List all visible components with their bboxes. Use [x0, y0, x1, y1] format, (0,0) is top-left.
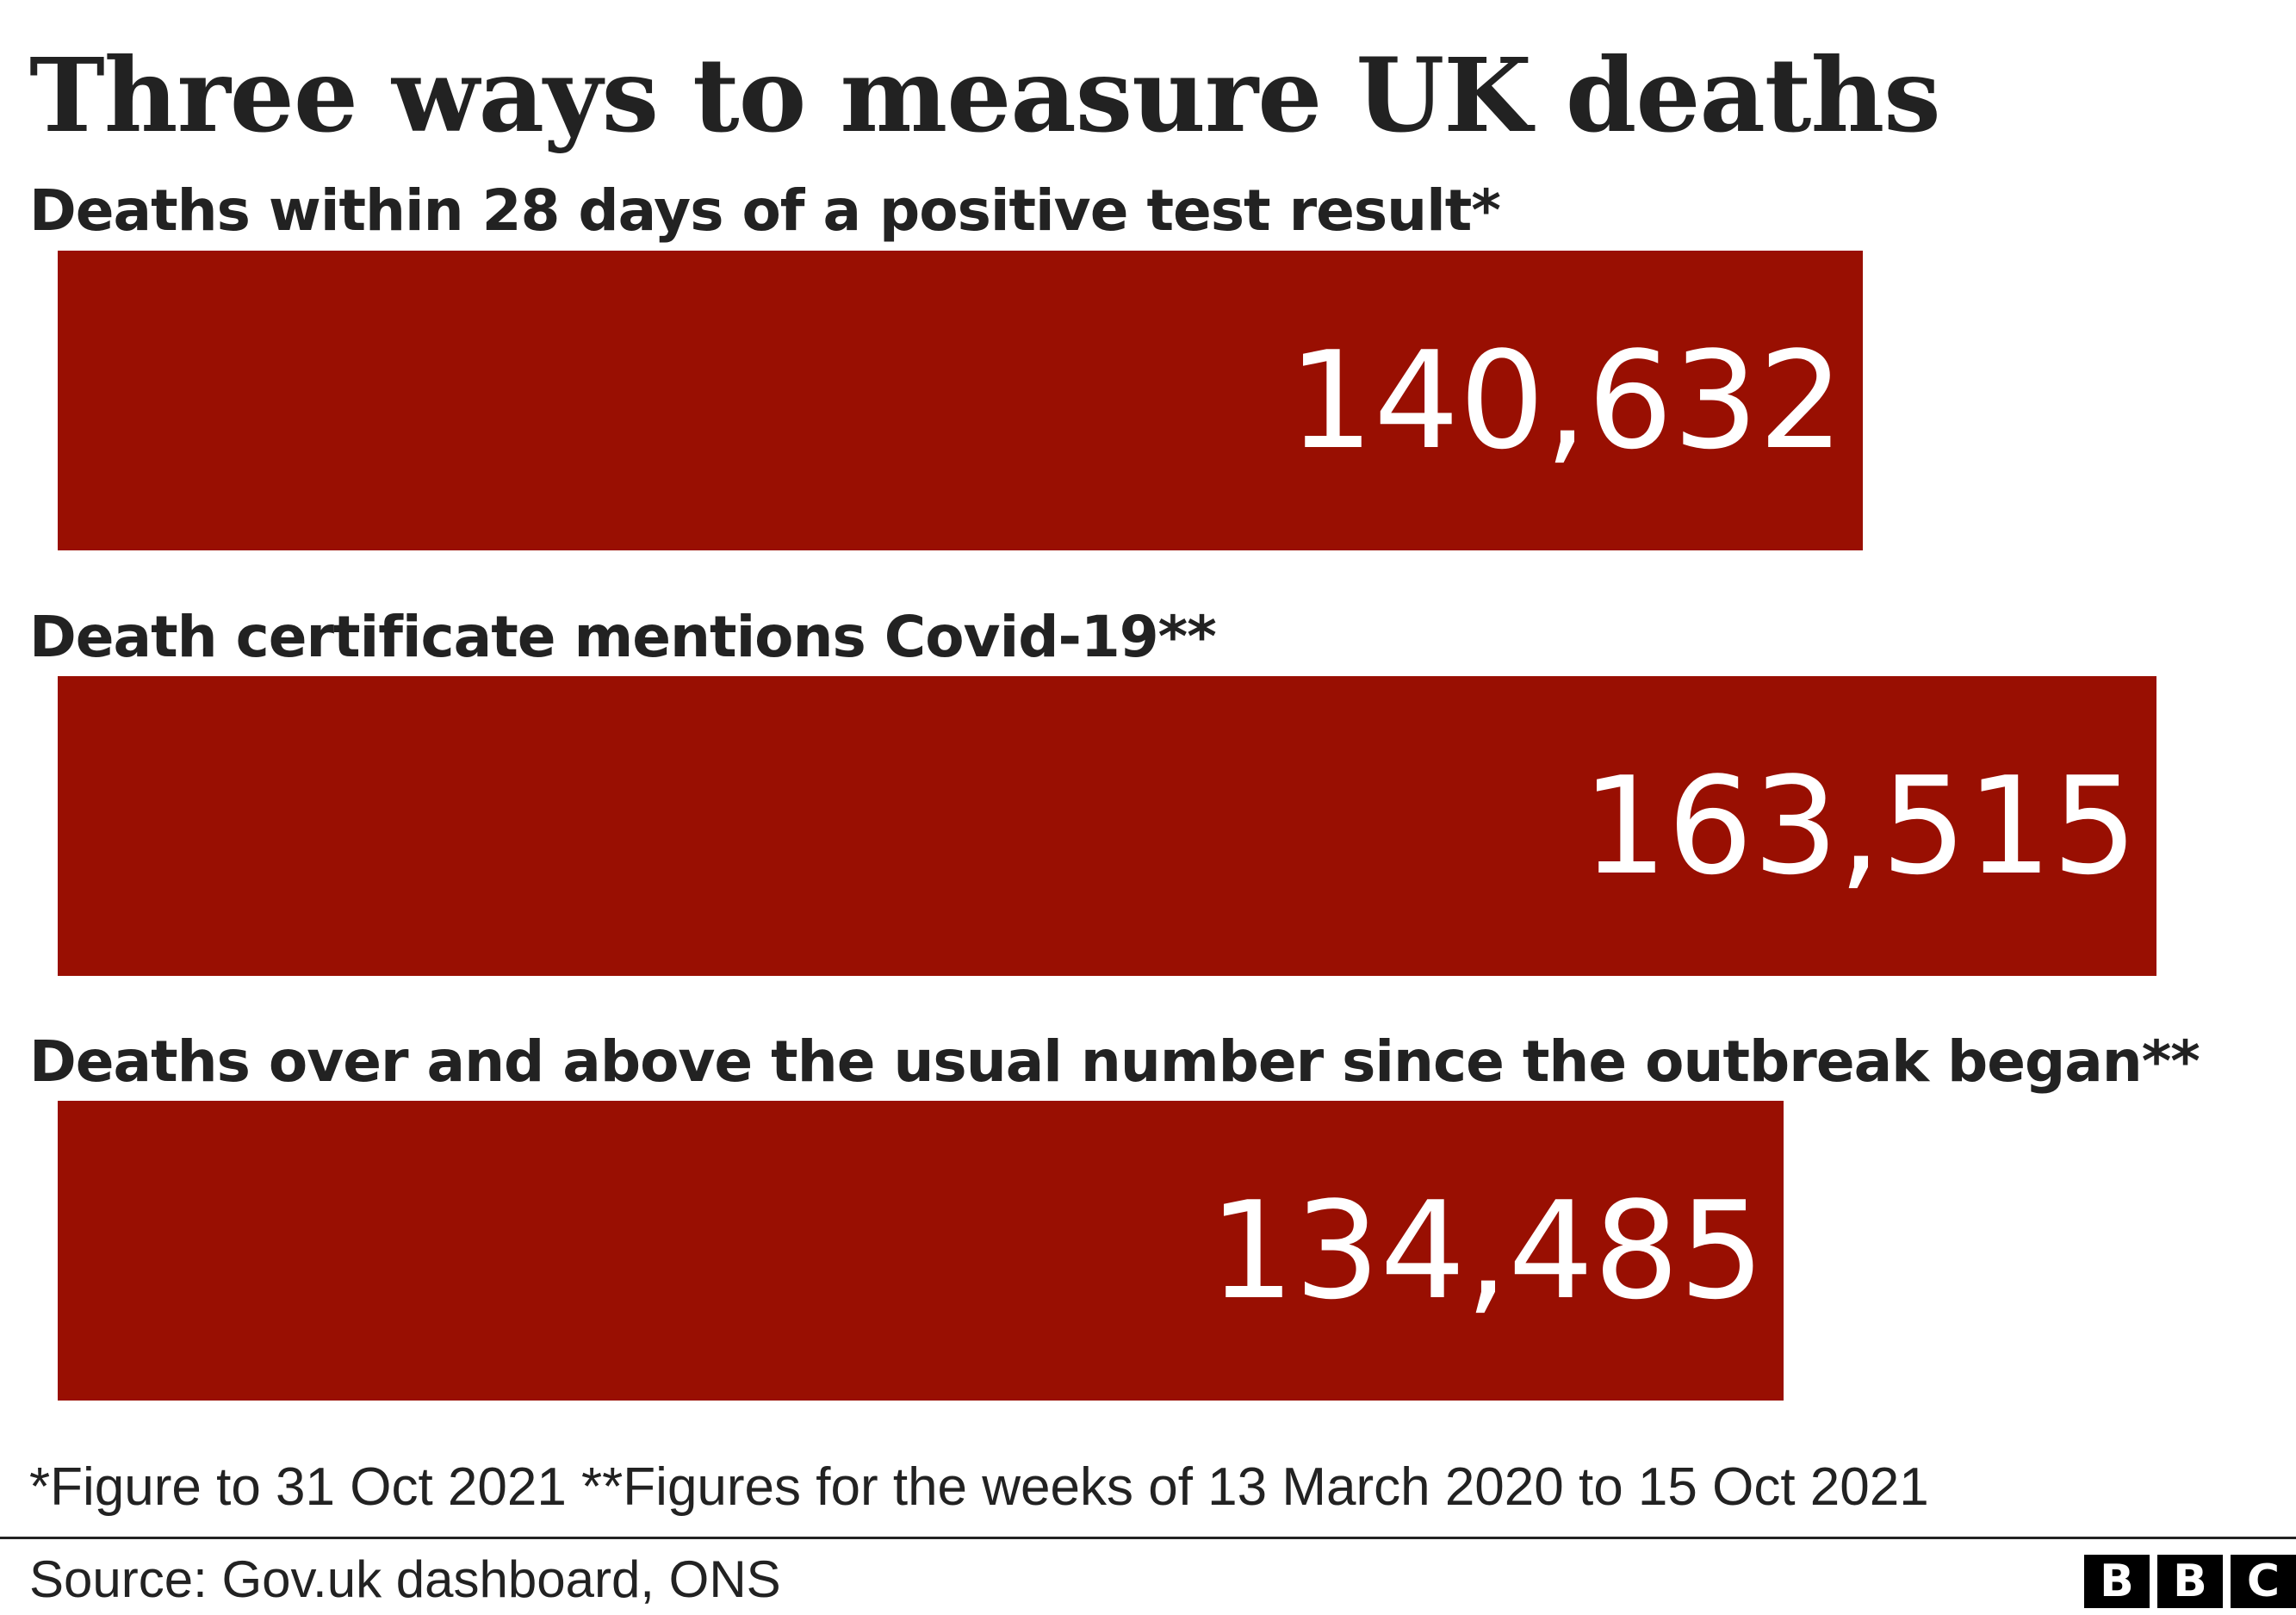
logo-letter: C	[2231, 1555, 2296, 1608]
category-label: Death certificate mentions Covid-19**	[29, 604, 1217, 670]
category-label: Deaths within 28 days of a positive test…	[29, 177, 1501, 244]
bar: 134,485	[58, 1101, 1784, 1401]
bar-value-label: 163,515	[1581, 748, 2138, 904]
bar-value-label: 140,632	[1288, 322, 1844, 479]
bbc-logo: B B C	[2084, 1555, 2296, 1608]
bar: 140,632	[58, 251, 1863, 550]
bar: 163,515	[58, 676, 2156, 976]
chart-title: Three ways to measure UK deaths	[29, 35, 1941, 155]
logo-letter: B	[2084, 1555, 2150, 1608]
divider	[0, 1537, 2296, 1539]
source-text: Source: Gov.uk dashboard, ONS	[29, 1550, 781, 1608]
footnote: *Figure to 31 Oct 2021 **Figures for the…	[29, 1457, 1929, 1517]
logo-letter: B	[2157, 1555, 2223, 1608]
category-label: Deaths over and above the usual number s…	[29, 1028, 2200, 1095]
bar-value-label: 134,485	[1208, 1172, 1765, 1329]
